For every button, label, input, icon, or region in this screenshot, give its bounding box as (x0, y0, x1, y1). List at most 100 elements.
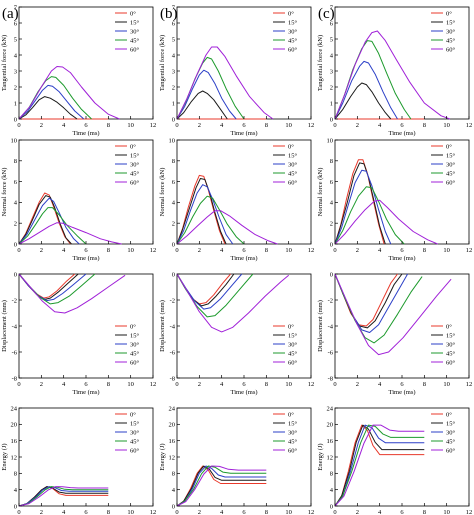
y-tick-label: 24 (327, 405, 334, 412)
y-tick-label: 16 (11, 438, 18, 445)
x-tick-label: 10 (285, 247, 292, 254)
y-axis-label: Normal force (kN) (1, 168, 8, 217)
y-tick-label: 4 (330, 487, 334, 494)
series-line-b-energy-3 (176, 465, 267, 507)
legend-label: 45° (446, 170, 456, 177)
chart-c-displacement: 0 2 4 6 8 10 12 0 -2 -4 -6 -8 Time (ms) Displacement … (317, 271, 472, 396)
x-tick-label: 12 (308, 509, 315, 515)
y-tick-label: -4 (170, 323, 176, 330)
y-tick-label: 0 (330, 241, 333, 248)
y-tick-label: 4 (330, 52, 334, 59)
series-line-c-displacement-3 (334, 273, 423, 344)
legend-label: 60° (446, 46, 456, 53)
x-tick-label: 10 (443, 509, 450, 515)
series-line-b-energy-1 (176, 465, 267, 507)
x-tick-label: 8 (423, 247, 426, 254)
y-axis-label: Tangential force (kN) (159, 35, 166, 91)
legend-label: 30° (130, 161, 140, 168)
x-tick-label: 8 (265, 381, 268, 388)
x-tick-label: 12 (466, 381, 473, 388)
series-line-a-normal-2 (18, 197, 80, 245)
legend-label: 60° (130, 359, 140, 366)
x-tick-label: 2 (40, 381, 43, 388)
y-tick-label: 24 (11, 405, 18, 412)
legend-label: 0° (288, 323, 294, 330)
y-tick-label: 6 (330, 179, 334, 186)
series-line-a-displacement-0 (18, 273, 76, 299)
series-line-a-tangential-2 (18, 84, 85, 120)
x-tick-label: 2 (40, 122, 43, 129)
legend-label: 60° (288, 179, 298, 186)
x-tick-label: 2 (40, 247, 43, 254)
y-tick-label: 8 (14, 471, 17, 478)
y-tick-label: 4 (14, 487, 18, 494)
series-line-b-tangential-1 (176, 90, 228, 120)
y-tick-label: 20 (11, 422, 18, 429)
legend-label: 30° (446, 28, 456, 35)
panel-label-c: (c) (318, 6, 335, 22)
chart-b-energy: 02468101204812162024Time (ms)Energy (J)0… (159, 405, 314, 515)
series-line-c-energy-4 (334, 424, 425, 507)
y-axis-label: Normal force (kN) (317, 168, 324, 217)
legend-label: 45° (446, 438, 456, 445)
x-tick-label: 2 (198, 509, 201, 515)
legend-label: 15° (130, 420, 140, 427)
y-tick-label: 8 (172, 471, 175, 478)
legend-label: 0° (130, 323, 136, 330)
series-line-b-energy-0 (176, 465, 267, 507)
series-line-a-normal-3 (18, 207, 87, 245)
y-tick-label: 0 (172, 241, 175, 248)
x-tick-label: 10 (443, 381, 450, 388)
legend-label: 30° (446, 161, 456, 168)
legend-label: 30° (446, 341, 456, 348)
y-tick-label: -8 (328, 375, 333, 382)
y-tick-label: 1 (14, 100, 17, 107)
legend-label: 30° (288, 341, 298, 348)
x-tick-label: 8 (107, 509, 110, 515)
series-line-b-energy-2 (176, 465, 267, 507)
legend-label: 15° (446, 420, 456, 427)
legend-label: 0° (446, 10, 452, 17)
legend-label: 60° (288, 46, 298, 53)
series-line-c-tangential-1 (334, 82, 392, 120)
x-tick-label: 12 (150, 381, 157, 388)
series-line-c-displacement-4 (334, 273, 452, 356)
y-tick-label: -6 (170, 349, 176, 356)
x-tick-label: 2 (198, 122, 201, 129)
y-tick-label: 7 (330, 4, 334, 11)
x-tick-label: 6 (242, 122, 246, 129)
y-tick-label: 16 (169, 438, 176, 445)
x-tick-label: 10 (127, 247, 134, 254)
legend-label: 45° (446, 350, 456, 357)
y-tick-label: 2 (14, 221, 17, 228)
chart-a-energy: 02468101204812162024Time (ms)Energy (J)0… (1, 405, 156, 515)
series-line-b-normal-4 (176, 210, 278, 245)
legend-label: 0° (446, 143, 452, 150)
series-line-b-tangential-2 (176, 69, 237, 120)
x-axis-label: Time (ms) (388, 255, 415, 262)
y-tick-label: 12 (327, 454, 334, 461)
y-tick-label: 12 (169, 454, 176, 461)
series-line-c-normal-4 (334, 199, 438, 245)
series-line-c-energy-1 (334, 424, 425, 507)
y-tick-label: 0 (172, 271, 175, 278)
x-tick-label: 4 (62, 381, 66, 388)
y-tick-label: 6 (330, 20, 334, 27)
series-line-a-energy-3 (18, 486, 109, 507)
y-tick-label: 24 (169, 405, 176, 412)
y-tick-label: 2 (14, 84, 17, 91)
x-tick-label: 8 (265, 509, 268, 515)
x-tick-label: 0 (333, 122, 336, 129)
x-tick-label: 10 (285, 122, 292, 129)
legend-label: 15° (130, 152, 140, 159)
series-line-a-displacement-3 (18, 273, 96, 305)
x-tick-label: 8 (107, 122, 110, 129)
series-line-b-normal-2 (176, 184, 234, 245)
series-line-c-tangential-3 (334, 40, 412, 120)
legend-label: 15° (446, 19, 456, 26)
y-tick-label: -2 (170, 297, 175, 304)
x-tick-label: 0 (333, 509, 336, 515)
panel-label-b: (b) (160, 6, 178, 22)
y-tick-label: 10 (11, 137, 18, 144)
